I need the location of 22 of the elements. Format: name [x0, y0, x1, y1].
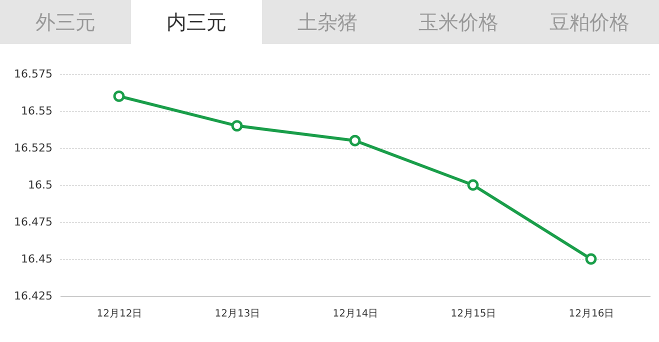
text: 外三元 [34, 9, 96, 36]
x-tick-label: 12月16日 [568, 308, 614, 320]
x-tick-label: 12月13日 [214, 308, 260, 320]
point [231, 120, 243, 132]
y-tick-label: 16.55 [21, 104, 52, 118]
x-tick-label: 12月15日 [450, 308, 496, 320]
y-tick-label: 16.45 [21, 252, 52, 266]
y-tick-label: 16.575 [14, 68, 52, 80]
text: 玉米价格 [418, 9, 500, 36]
point [467, 179, 479, 191]
x-tick-label: 12月12日 [96, 308, 142, 320]
point [349, 134, 361, 146]
point [585, 253, 597, 265]
text: 内三元 [131, 0, 262, 44]
text: 豆粕价格 [548, 9, 630, 36]
y-tick-label: 16.425 [14, 290, 52, 302]
y-tick-label: 16.5 [28, 178, 52, 192]
point [113, 90, 125, 102]
y-tick-label: 16.525 [14, 142, 52, 154]
x-tick-label: 12月14日 [332, 308, 378, 320]
text: 土杂猪 [296, 9, 358, 36]
y-tick-label: 16.475 [14, 216, 52, 228]
